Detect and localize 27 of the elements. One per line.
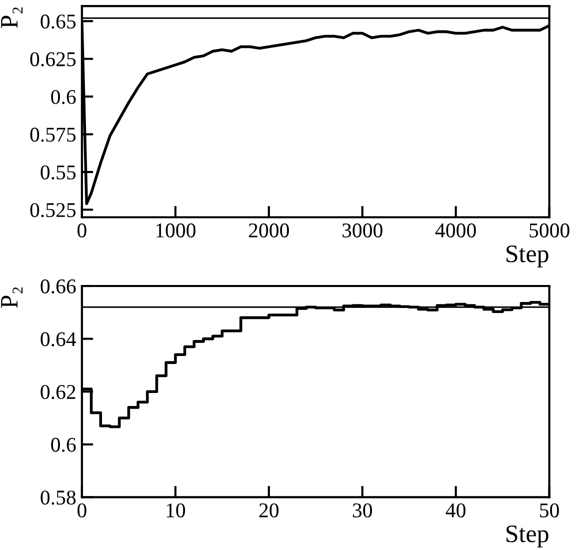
y-tick-label: 0.62 — [40, 384, 76, 400]
y-tick-label: 0.525 — [30, 203, 76, 218]
y-tick-label: 0.65 — [40, 14, 76, 29]
y-tick-label: 0.55 — [40, 165, 76, 180]
x-tick-label: 10 — [166, 503, 186, 518]
x-axis-title: Step — [506, 525, 548, 548]
y-axis-title: P₂ — [1, 7, 23, 28]
y-tick-label: 0.64 — [40, 332, 76, 346]
y-tick-label: 0.66 — [40, 279, 76, 294]
x-tick-label: 5000 — [530, 223, 570, 238]
x-tick-label: 30 — [352, 503, 372, 518]
y-tick-label: 0.625 — [30, 52, 76, 66]
x-tick-label: 2000 — [248, 223, 289, 238]
y-tick-label: 0.6 — [51, 438, 76, 452]
y-tick-label: 0.575 — [30, 128, 76, 142]
x-tick-label: 4000 — [435, 223, 476, 238]
x-tick-label: 3000 — [342, 223, 382, 238]
x-tick-label: 0 — [78, 223, 86, 238]
x-tick-label: 20 — [259, 503, 279, 518]
y-tick-label: 0.6 — [51, 90, 76, 104]
x-tick-label: 0 — [78, 503, 86, 518]
x-tick-label: 40 — [446, 503, 466, 518]
y-tick-label: 0.58 — [40, 490, 76, 505]
x-tick-label: 50 — [540, 503, 559, 518]
x-axis-title: Step — [506, 246, 548, 268]
x-tick-label: 1000 — [156, 223, 196, 238]
y-axis-title: P₂ — [1, 287, 23, 308]
